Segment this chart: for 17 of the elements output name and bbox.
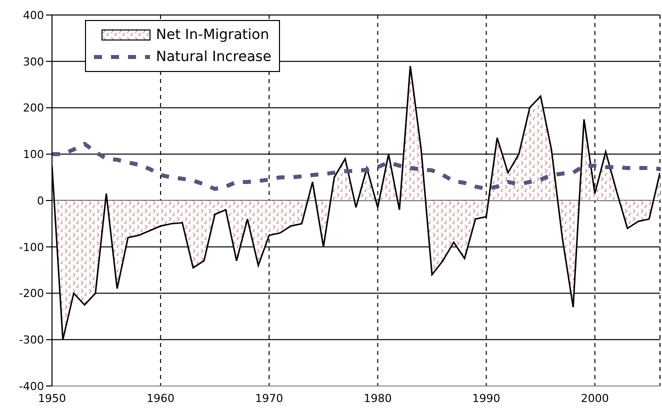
y-tick-label: -200 [19,287,44,300]
y-tick-label: 0 [37,194,44,208]
x-tick-label: 1980 [364,392,392,405]
y-tick-label: -400 [19,380,44,393]
x-tick-label: 1990 [472,392,500,405]
y-tick-label: 400 [23,8,44,22]
y-tick-label: 100 [23,148,44,162]
legend-label: Net In-Migration [156,27,270,43]
y-tick-label: 200 [23,102,44,115]
y-tick-label: 300 [23,55,44,68]
y-tick-label: -300 [19,334,44,347]
y-tick-label: -100 [19,240,44,254]
x-tick-label: 2000 [580,392,609,405]
x-tick-label: 1970 [255,392,284,405]
x-tick-label: 1960 [146,392,175,405]
legend-label: Natural Increase [156,49,272,65]
x-tick-label: 1950 [38,392,66,405]
